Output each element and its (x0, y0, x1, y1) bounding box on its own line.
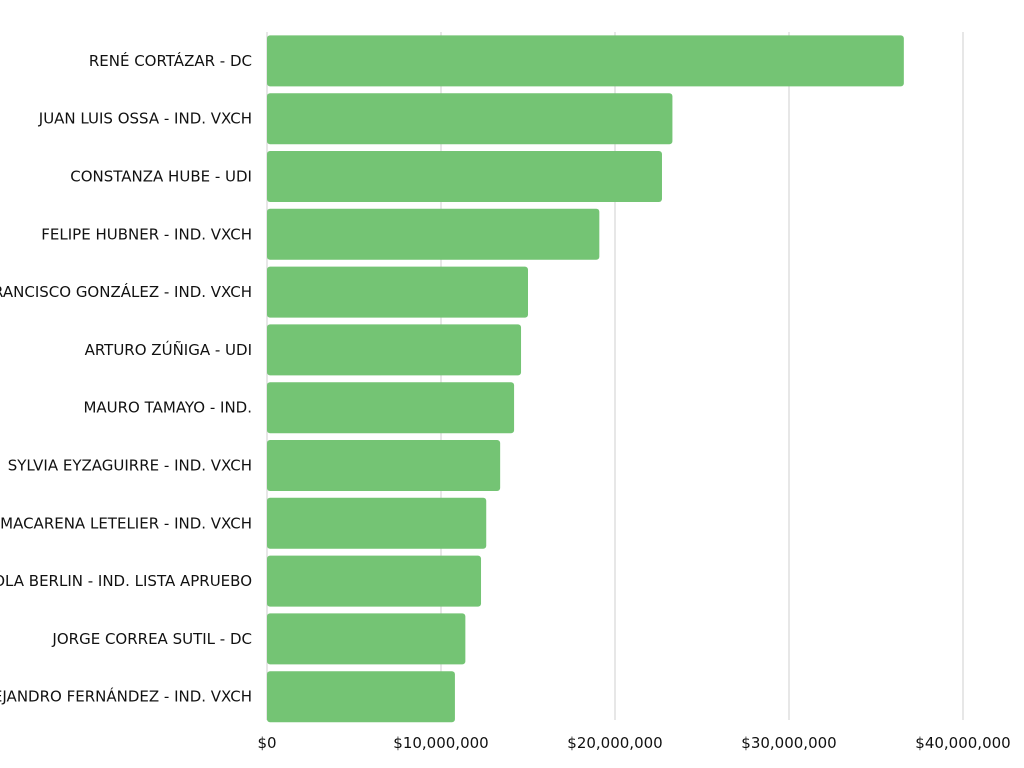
x-axis-tick-labels: $0 $10,000,000 $20,000,000 $30,000,000 $40,0… (257, 734, 1010, 752)
category-label: PAOLA BERLIN - IND. LISTA APRUEBO (0, 572, 252, 590)
bar (267, 35, 904, 87)
grid-layer (266, 32, 964, 720)
bar (267, 382, 515, 434)
x-tick-label: $30,000,000 (741, 734, 836, 752)
x-tick-label: $20,000,000 (567, 734, 662, 752)
category-label: CONSTANZA HUBE - UDI (70, 168, 252, 186)
bar (267, 93, 673, 145)
category-label: ALEJANDRO FERNÁNDEZ - IND. VXCH (0, 687, 252, 706)
category-label: FELIPE HUBNER - IND. VXCH (41, 225, 252, 243)
bar (267, 208, 600, 260)
x-tick-label: $10,000,000 (393, 734, 488, 752)
category-label: FRANCISCO GONZÁLEZ - IND. VXCH (0, 282, 252, 301)
category-label: SYLVIA EYZAGUIRRE - IND. VXCH (8, 457, 252, 475)
x-tick-label: $0 (257, 734, 276, 752)
category-label: MAURO TAMAYO - IND. (83, 399, 252, 417)
bar-layer (267, 35, 904, 723)
category-label: MACARENA LETELIER - IND. VXCH (0, 514, 252, 532)
bar (267, 497, 487, 549)
bar (267, 266, 528, 318)
category-label: JUAN LUIS OSSA - IND. VXCH (38, 110, 252, 128)
bar (267, 151, 662, 202)
category-label: JORGE CORREA SUTIL - DC (51, 630, 252, 648)
category-label: RENÉ CORTÁZAR - DC (89, 51, 252, 70)
bar (267, 613, 466, 665)
category-labels: RENÉ CORTÁZAR - DC JUAN LUIS OSSA - IND. … (0, 51, 252, 706)
bar (267, 671, 455, 723)
bar (267, 555, 482, 607)
bar (267, 324, 522, 376)
category-label: ARTURO ZÚÑIGA - UDI (85, 340, 252, 359)
x-tick-label: $40,000,000 (915, 734, 1010, 752)
bar (267, 440, 501, 491)
